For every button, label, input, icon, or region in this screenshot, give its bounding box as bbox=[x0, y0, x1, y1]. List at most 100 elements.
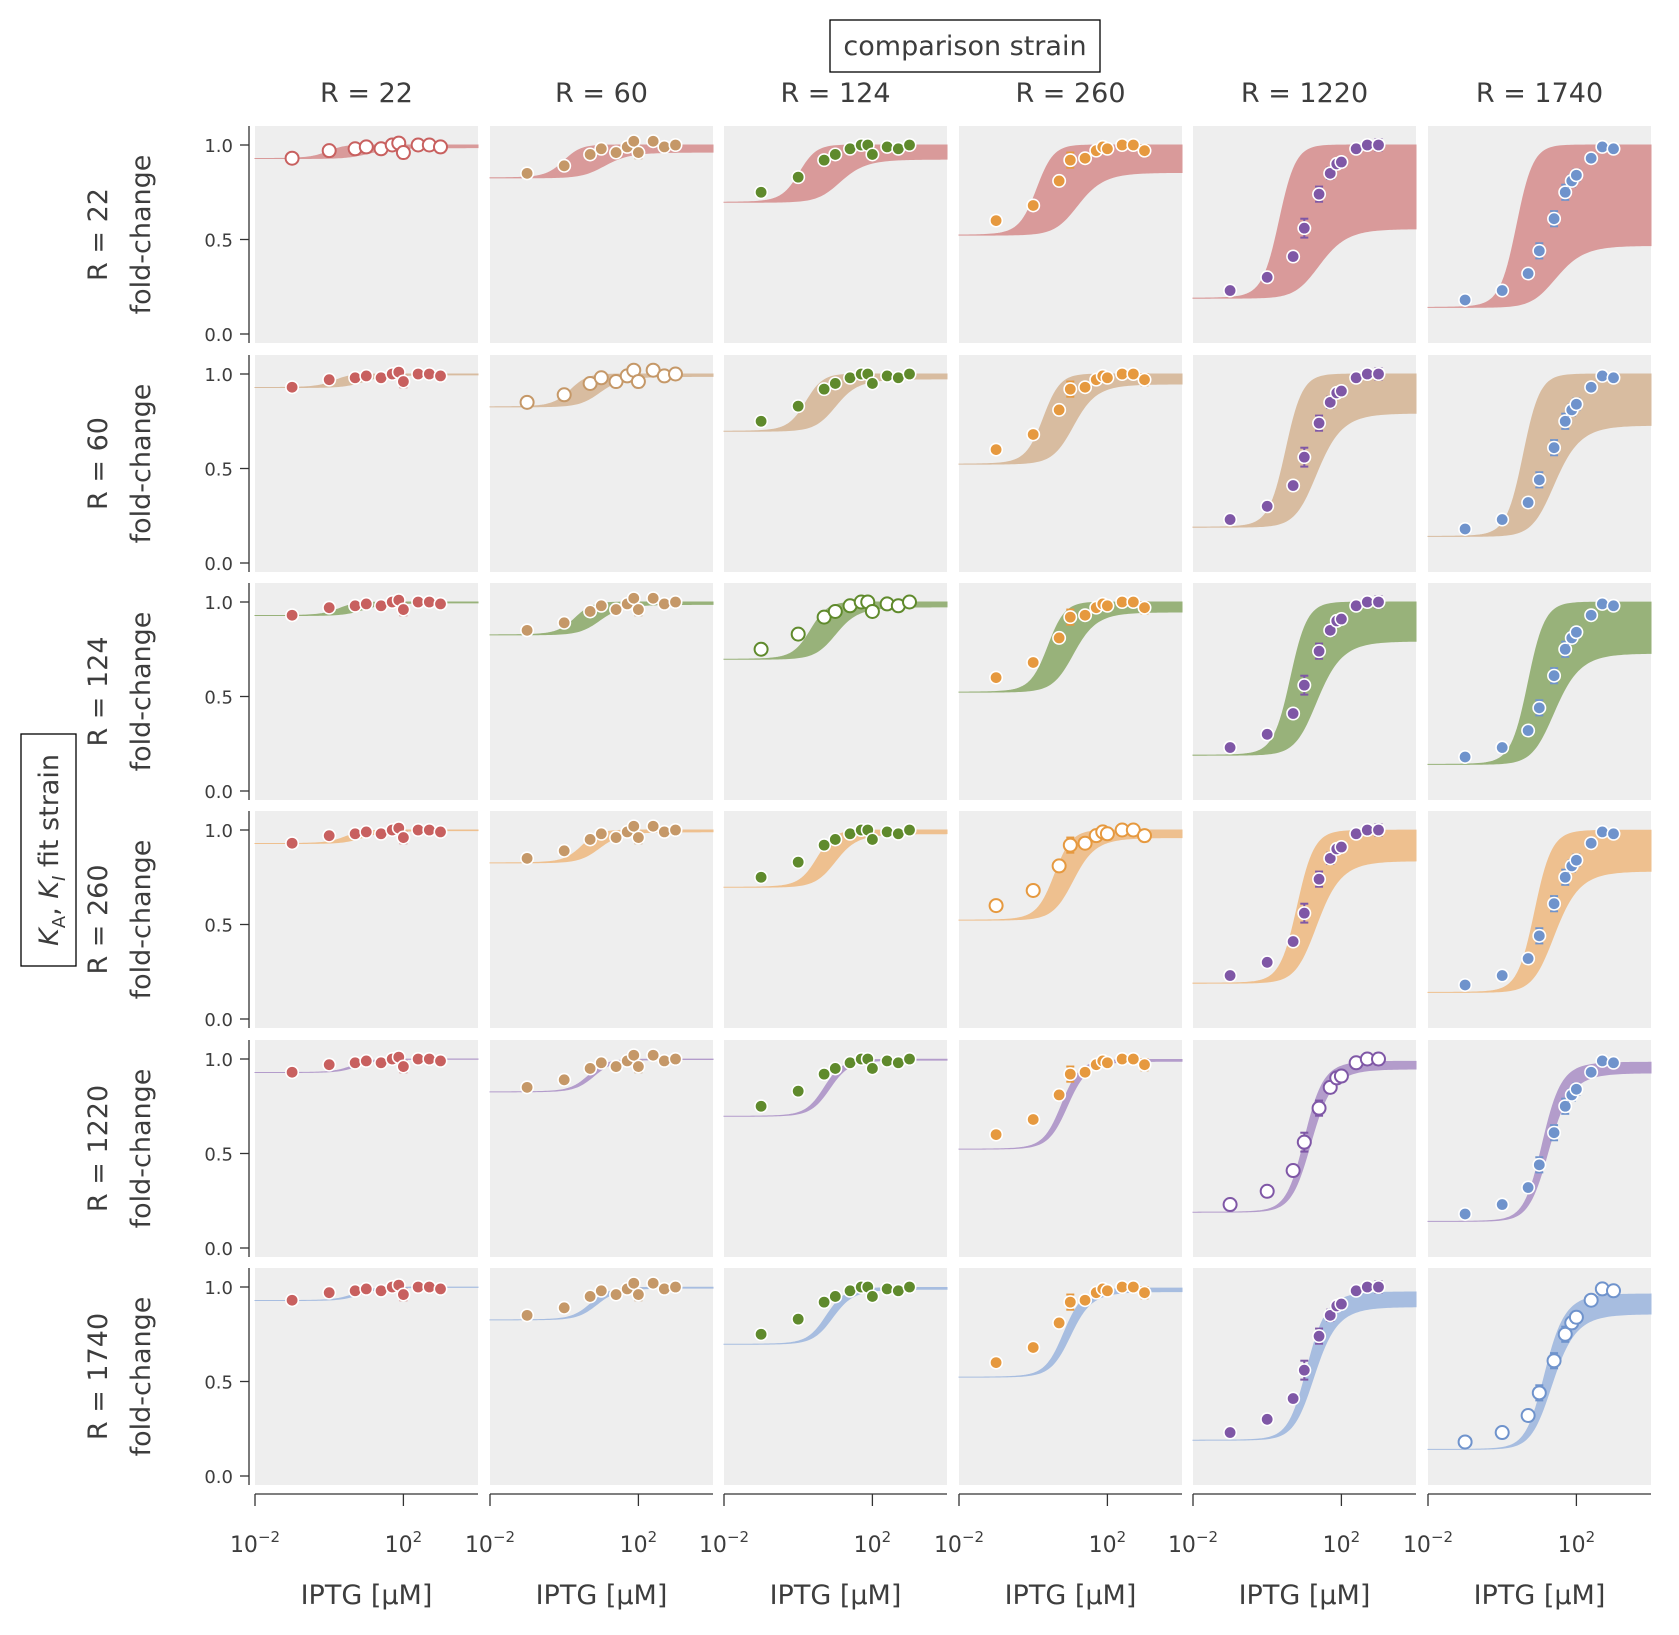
row-label-22: R = 22 fold-change bbox=[83, 155, 157, 315]
data-point bbox=[1334, 384, 1349, 399]
data-point bbox=[1558, 1099, 1573, 1114]
panel-fit-1740-comparison-22 bbox=[254, 1268, 479, 1485]
x-tick-label: 10−2 bbox=[1403, 1528, 1453, 1558]
data-point bbox=[348, 1055, 363, 1070]
data-point bbox=[1126, 367, 1141, 381]
data-point bbox=[1137, 143, 1152, 158]
data-point bbox=[1052, 630, 1067, 645]
data-point bbox=[1595, 139, 1610, 154]
x-axis-label: IPTG [µM] bbox=[1239, 1580, 1371, 1611]
data-point bbox=[359, 1281, 374, 1296]
data-point bbox=[422, 367, 437, 381]
credible-region-band bbox=[958, 829, 1183, 921]
data-point bbox=[1026, 1340, 1041, 1355]
panel-row-124: R = 124 fold-change 0.0 0.5 1.0 bbox=[83, 583, 1652, 803]
data-point bbox=[1297, 221, 1312, 236]
data-point bbox=[1260, 727, 1275, 742]
panel-fit-1740-comparison-124 bbox=[723, 1268, 948, 1485]
data-point bbox=[817, 153, 832, 168]
data-point bbox=[1137, 1285, 1152, 1300]
data-point bbox=[609, 602, 624, 617]
y-tick-label: 0.0 bbox=[204, 1010, 233, 1031]
data-point bbox=[348, 370, 363, 385]
data-point bbox=[1458, 749, 1473, 764]
data-point bbox=[1312, 644, 1327, 659]
data-point bbox=[594, 1055, 609, 1070]
data-point bbox=[1458, 977, 1473, 992]
data-point bbox=[594, 598, 609, 613]
panel-fit-1220-comparison-260 bbox=[958, 1040, 1183, 1257]
data-point bbox=[668, 138, 683, 152]
data-point bbox=[1583, 1292, 1599, 1308]
data-point bbox=[284, 150, 300, 166]
data-point bbox=[754, 870, 769, 885]
panel-background bbox=[490, 1040, 713, 1257]
data-point bbox=[1334, 1297, 1349, 1312]
data-point bbox=[668, 595, 683, 609]
data-point bbox=[1458, 292, 1473, 307]
data-point bbox=[902, 138, 917, 152]
data-point bbox=[1323, 851, 1338, 866]
data-point bbox=[396, 374, 411, 389]
data-point bbox=[1078, 380, 1093, 395]
panel-fit-1740-comparison-60 bbox=[489, 1268, 714, 1485]
data-point bbox=[1126, 595, 1141, 609]
data-point bbox=[348, 826, 363, 841]
data-point bbox=[1297, 678, 1312, 693]
data-point bbox=[817, 382, 832, 397]
data-point bbox=[1584, 380, 1599, 395]
data-point bbox=[817, 838, 832, 853]
data-point bbox=[1285, 1163, 1301, 1179]
data-point bbox=[359, 824, 374, 839]
data-point bbox=[1137, 1057, 1152, 1072]
data-point bbox=[989, 1355, 1004, 1370]
data-point bbox=[422, 1052, 437, 1066]
data-point bbox=[285, 836, 300, 851]
data-point bbox=[646, 134, 661, 149]
data-point bbox=[1100, 1283, 1115, 1298]
data-point bbox=[657, 596, 672, 611]
y-tick-label: 1.0 bbox=[204, 593, 233, 614]
data-point bbox=[1371, 138, 1386, 152]
data-point bbox=[1297, 1363, 1312, 1378]
data-point bbox=[520, 623, 535, 638]
data-point bbox=[1495, 740, 1510, 755]
x-tick-label: 102 bbox=[620, 1528, 658, 1558]
data-point bbox=[322, 372, 337, 387]
data-point bbox=[791, 399, 806, 414]
credible-region-band bbox=[1427, 829, 1652, 993]
data-point bbox=[348, 1283, 363, 1298]
x-axis-label: IPTG [µM] bbox=[536, 1580, 668, 1611]
data-point bbox=[1100, 1055, 1115, 1070]
data-point bbox=[609, 830, 624, 845]
panel-fit-60-comparison-22 bbox=[254, 355, 479, 572]
data-point bbox=[1458, 521, 1473, 536]
panel-background bbox=[490, 1268, 713, 1485]
fit-strain-label: KA, KI fit strain bbox=[20, 733, 77, 967]
data-point bbox=[396, 1059, 411, 1074]
x-tick-label: 10−2 bbox=[465, 1528, 515, 1558]
data-point bbox=[1063, 610, 1078, 625]
credible-region-band bbox=[958, 1287, 1183, 1378]
data-point bbox=[285, 1065, 300, 1080]
data-point bbox=[520, 1080, 535, 1095]
fit-strain-text: KA, KI fit strain bbox=[34, 754, 70, 946]
data-point bbox=[902, 594, 917, 610]
row-title: R = 1740 bbox=[83, 1313, 114, 1440]
data-point bbox=[557, 1072, 572, 1087]
data-point bbox=[817, 1067, 832, 1082]
y-axis-label: fold-change bbox=[126, 1069, 157, 1229]
credible-region-band bbox=[958, 1059, 1183, 1150]
data-point bbox=[880, 368, 895, 383]
data-point bbox=[1521, 1180, 1536, 1195]
data-point bbox=[1026, 1112, 1041, 1127]
data-point bbox=[1532, 472, 1547, 487]
data-point bbox=[1557, 1326, 1573, 1342]
credible-region-band bbox=[489, 1286, 714, 1321]
data-point bbox=[1052, 402, 1067, 417]
column-title-124: R = 124 bbox=[780, 78, 890, 109]
panel-fit-1220-comparison-60 bbox=[489, 1040, 714, 1257]
y-axis-label: fold-change bbox=[126, 612, 157, 772]
data-point bbox=[1532, 243, 1547, 258]
panel-fit-22-comparison-1220 bbox=[1192, 126, 1417, 343]
